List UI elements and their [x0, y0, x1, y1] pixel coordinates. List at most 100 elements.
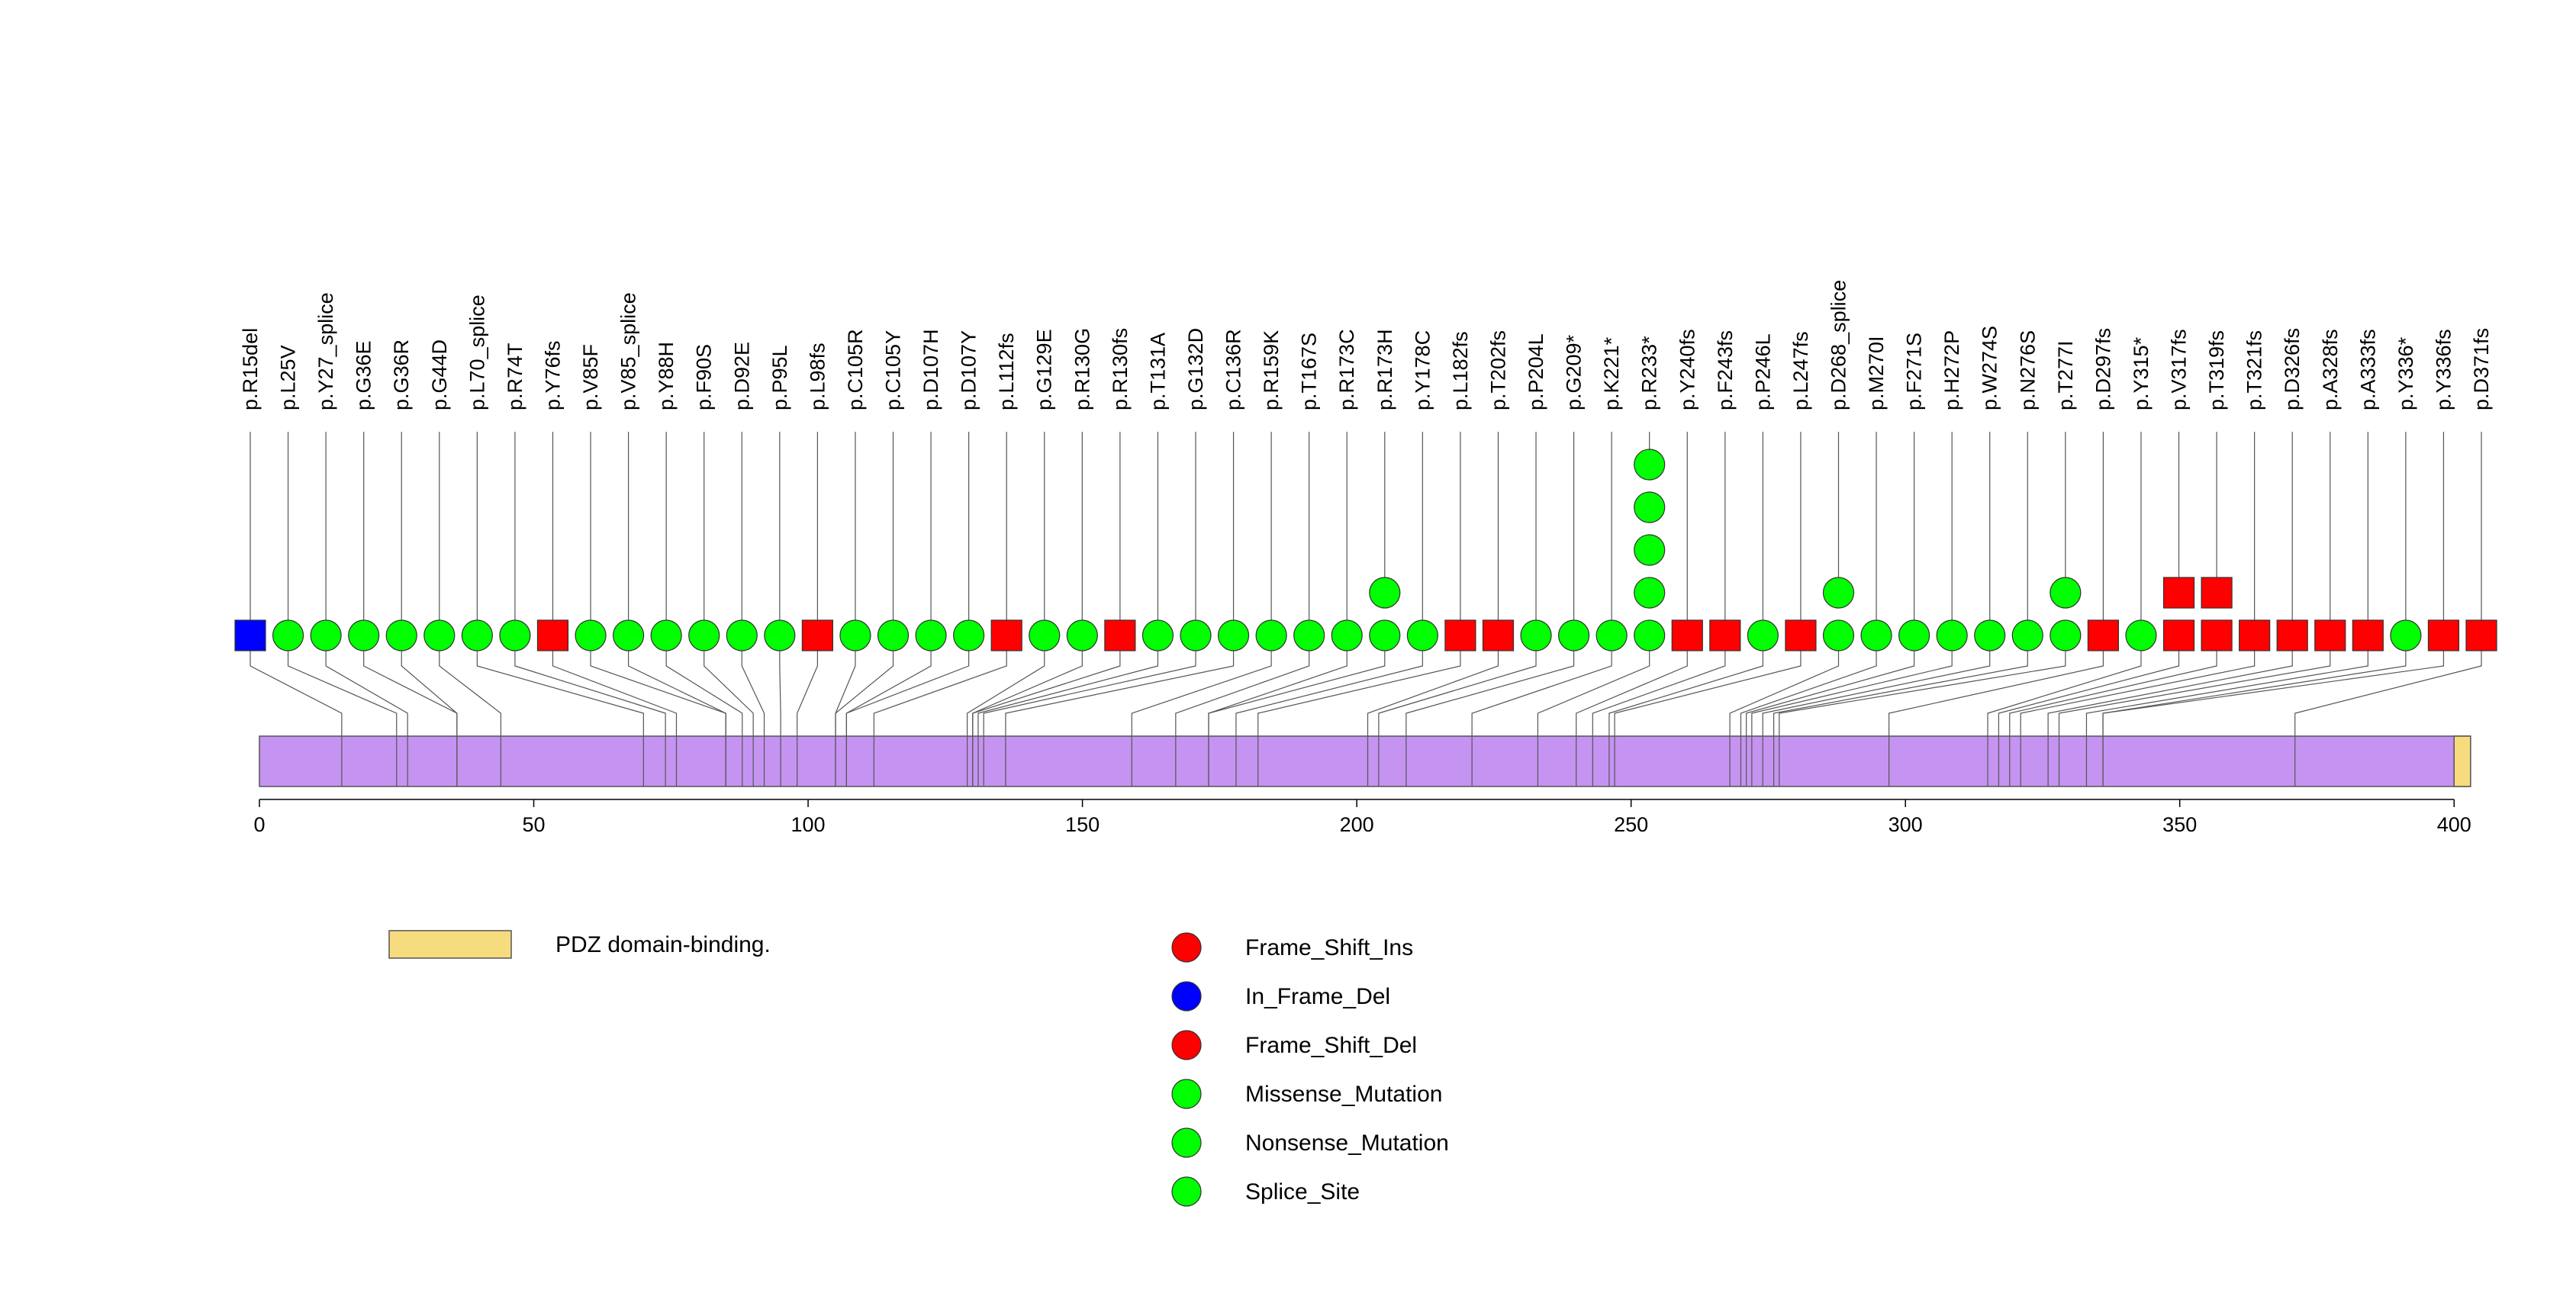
legend-mutation-label: Frame_Shift_Del — [1245, 1033, 1417, 1058]
legend-domain-swatch — [388, 930, 512, 959]
mutation-mark-circle — [1634, 449, 1666, 481]
mutation-label: p.C105R — [844, 329, 867, 410]
mutation-label: p.T277I — [2054, 340, 2077, 410]
mutation-mark-circle — [1406, 619, 1438, 651]
mutation-mark-square — [1104, 619, 1136, 651]
legend-mutation-label: Frame_Shift_Ins — [1245, 935, 1413, 960]
x-axis-tick-label: 350 — [2162, 813, 2197, 836]
mutation-mark-circle — [1747, 619, 1779, 651]
x-axis-tick-label: 200 — [1340, 813, 1374, 836]
mutation-mark-circle — [1822, 577, 1855, 609]
mutation-mark-circle — [2125, 619, 2157, 651]
mutation-mark-circle — [612, 619, 645, 651]
mutation-label: p.M270I — [1865, 336, 1888, 410]
mutation-label: p.T202fs — [1486, 330, 1509, 410]
position-connector — [627, 635, 726, 736]
mutation-mark-circle — [1331, 619, 1363, 651]
mutation-label: p.Y76fs — [541, 340, 564, 410]
mutation-mark-circle — [1369, 619, 1401, 651]
mutation-mark-square — [1444, 619, 1476, 651]
legend-mutation-label: Splice_Site — [1245, 1179, 1360, 1205]
legend-mutation-swatch — [1171, 1176, 1202, 1207]
mutation-label: p.D326fs — [2281, 328, 2304, 410]
mutation-mark-square — [2162, 619, 2195, 651]
legend: PDZ domain-binding. Frame_Shift_Ins In_Fra… — [388, 930, 1449, 1207]
connector-lines — [250, 432, 2482, 736]
mutation-label: p.G132D — [1184, 328, 1207, 410]
protein-track — [259, 735, 2471, 787]
mutation-mark-square — [234, 619, 266, 651]
mutation-label: p.G36R — [390, 339, 413, 410]
protein-domain — [2453, 735, 2471, 787]
mutation-label: p.W274S — [1979, 326, 2001, 410]
mutation-label: p.L112fs — [995, 333, 1018, 410]
mutation-label: p.D297fs — [2091, 328, 2114, 410]
mutation-mark-square — [990, 619, 1022, 651]
mutation-label: p.P204L — [1525, 333, 1547, 410]
position-connector — [1235, 635, 1423, 736]
mutation-label: p.N276S — [2016, 330, 2039, 410]
mutation-label: p.T319fs — [2205, 330, 2228, 410]
x-axis-tick-label: 0 — [253, 813, 265, 836]
mutation-mark-circle — [1180, 619, 1212, 651]
mutation-mark-circle — [575, 619, 607, 651]
legend-mutation-swatch — [1171, 1030, 1202, 1060]
legend-mutation-label: Missense_Mutation — [1245, 1082, 1442, 1107]
mutation-mark-square — [801, 619, 833, 651]
mutation-mark-circle — [915, 619, 947, 651]
mutation-label: p.C105Y — [882, 330, 905, 410]
mutation-mark-circle — [1217, 619, 1250, 651]
mutation-mark-circle — [877, 619, 910, 651]
mutation-label: p.L247fs — [1789, 331, 1812, 410]
mutation-mark-square — [2087, 619, 2120, 651]
mutation-label: p.C136R — [1222, 329, 1245, 410]
mutation-mark-circle — [1974, 619, 2006, 651]
mutation-mark-circle — [1634, 491, 1666, 523]
mutation-label: p.V317fs — [2168, 329, 2191, 410]
mutation-mark-circle — [1141, 619, 1174, 651]
mutation-mark-circle — [423, 619, 456, 651]
mutation-label: p.R130G — [1071, 328, 1093, 410]
position-connector — [401, 635, 458, 736]
mutation-mark-circle — [272, 619, 304, 651]
mutation-mark-circle — [764, 619, 796, 651]
mutation-mark-circle — [1596, 619, 1628, 651]
mutation-mark-square — [2314, 619, 2346, 651]
mutation-mark-circle — [1293, 619, 1325, 651]
mutation-label: p.V85F — [579, 344, 602, 410]
mutation-label: p.Y240fs — [1676, 329, 1699, 410]
mutation-mark-circle — [461, 619, 493, 651]
mutation-label: p.R74T — [504, 343, 526, 410]
position-connector — [439, 635, 501, 736]
mutation-label: p.L25V — [277, 345, 300, 410]
mutation-mark-circle — [953, 619, 985, 651]
mutation-mark-square — [1709, 619, 1741, 651]
mutation-label: p.R173H — [1373, 329, 1396, 410]
legend-domain-label: PDZ domain-binding. — [555, 932, 771, 957]
mutation-mark-square — [1671, 619, 1703, 651]
position-connector — [972, 635, 1083, 736]
x-axis: 0 50 100 150 200 250 300 350 400 — [253, 799, 2471, 836]
mutation-label: p.D107H — [919, 329, 942, 410]
mutation-label: p.F271S — [1903, 333, 1926, 410]
mutation-label: p.G36E — [353, 340, 375, 410]
mutation-label: p.K221* — [1600, 336, 1623, 410]
mutation-label: p.Y27_splice — [314, 292, 337, 410]
x-axis-tick-label: 400 — [2437, 813, 2471, 836]
mutation-label: p.Y336* — [2394, 336, 2417, 410]
legend-mutation-swatch — [1171, 932, 1202, 963]
legend-mutation-label: In_Frame_Del — [1245, 984, 1390, 1009]
mutation-label: p.Y315* — [2130, 336, 2153, 410]
mutation-label: p.R15del — [239, 328, 262, 410]
mutation-label: p.F90S — [693, 344, 716, 410]
legend-mutation-label: Nonsense_Mutation — [1245, 1131, 1449, 1156]
mutation-label: p.G44D — [428, 339, 451, 410]
position-connector — [287, 635, 398, 736]
mutation-mark-circle — [310, 619, 342, 651]
mutation-mark-square — [2201, 619, 2233, 651]
position-connector — [552, 635, 678, 736]
mutation-label: p.P95L — [768, 345, 791, 410]
mutation-label: p.L182fs — [1449, 331, 1472, 410]
mutation-mark-square — [2465, 619, 2497, 651]
